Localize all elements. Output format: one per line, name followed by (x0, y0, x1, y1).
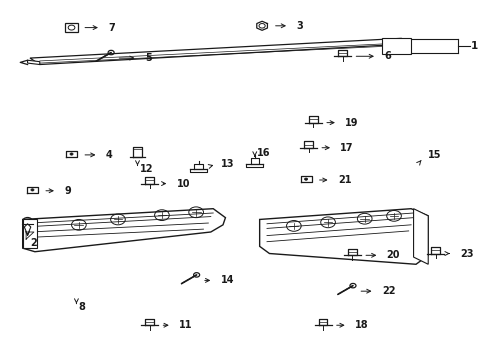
Text: 9: 9 (64, 186, 71, 196)
Text: 6: 6 (384, 51, 391, 61)
Text: 23: 23 (460, 248, 473, 258)
Text: 14: 14 (220, 275, 234, 285)
Text: 20: 20 (387, 250, 400, 260)
Circle shape (25, 220, 29, 222)
Text: 22: 22 (382, 286, 395, 296)
Text: 10: 10 (176, 179, 190, 189)
Circle shape (31, 189, 34, 191)
Text: 18: 18 (355, 320, 368, 330)
Text: 3: 3 (296, 21, 303, 31)
Polygon shape (27, 60, 40, 64)
Text: 12: 12 (140, 164, 153, 174)
Polygon shape (414, 209, 428, 264)
Text: 8: 8 (79, 302, 86, 312)
Text: 16: 16 (257, 148, 270, 158)
Text: 5: 5 (145, 53, 151, 63)
Polygon shape (260, 209, 428, 264)
Text: 1: 1 (471, 41, 478, 51)
Polygon shape (23, 209, 225, 252)
Text: 13: 13 (220, 159, 234, 169)
Text: 2: 2 (30, 238, 37, 248)
Text: 15: 15 (428, 150, 441, 160)
Text: 17: 17 (340, 143, 354, 153)
Bar (65, 23, 78, 32)
Text: 19: 19 (345, 118, 359, 128)
Circle shape (70, 153, 73, 155)
Polygon shape (23, 220, 37, 248)
Text: 4: 4 (106, 150, 113, 160)
Polygon shape (30, 39, 411, 64)
Circle shape (304, 178, 308, 180)
Text: 11: 11 (179, 320, 193, 330)
Text: 21: 21 (338, 175, 351, 185)
Polygon shape (382, 39, 411, 54)
Text: 7: 7 (108, 23, 115, 33)
